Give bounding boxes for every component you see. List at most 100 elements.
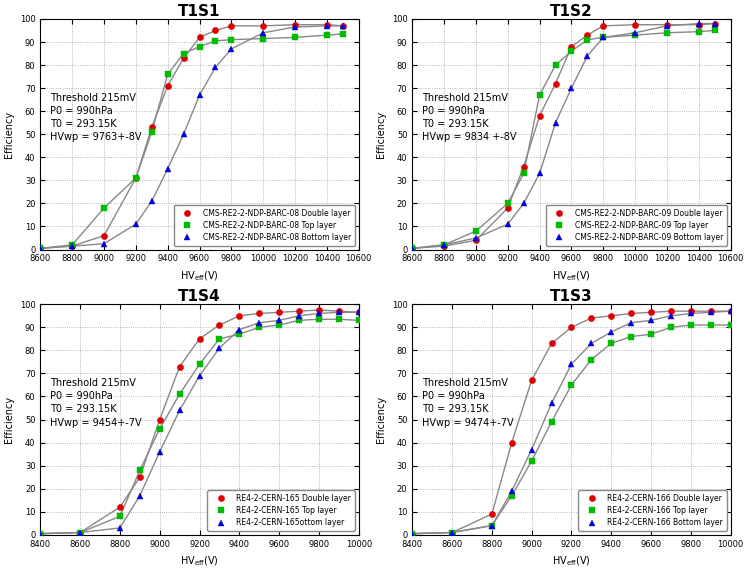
RE4-2-CERN-165 Double layer [235, 312, 244, 319]
CMS-RE2-2-NDP-BARC-09 Top layer [631, 31, 640, 38]
RE4-2-CERN-166 Double layer [567, 324, 576, 331]
RE4-2-CERN-166 Double layer [408, 530, 417, 537]
CMS-RE2-2-NDP-BARC-08 Top layer [99, 205, 108, 212]
CMS-RE2-2-NDP-BARC-08 Double layer [147, 124, 156, 131]
RE4-2-CERN-166 Bottom layer [646, 317, 655, 324]
RE4-2-CERN-166 Top layer [408, 530, 417, 537]
RE4-2-CERN-166 Top layer [488, 522, 497, 529]
CMS-RE2-2-NDP-BARC-09 Double layer [694, 21, 703, 28]
X-axis label: HV$_{\mathregular{eff}}$(V): HV$_{\mathregular{eff}}$(V) [180, 269, 219, 283]
Line: RE4-2-CERN-165 Top layer: RE4-2-CERN-165 Top layer [37, 316, 362, 537]
RE4-2-CERN-166 Top layer [507, 492, 516, 499]
RE4-2-CERN-166 Bottom layer [527, 446, 536, 453]
RE4-2-CERN-165ottom layer [215, 344, 224, 351]
CMS-RE2-2-NDP-BARC-08 Bottom layer [338, 22, 347, 29]
CMS-RE2-2-NDP-BARC-09 Bottom layer [440, 241, 449, 248]
CMS-RE2-2-NDP-BARC-09 Double layer [583, 31, 592, 38]
RE4-2-CERN-166 Top layer [447, 529, 456, 536]
RE4-2-CERN-166 Bottom layer [726, 308, 735, 315]
RE4-2-CERN-166 Top layer [527, 458, 536, 464]
RE4-2-CERN-166 Bottom layer [447, 529, 456, 536]
RE4-2-CERN-166 Bottom layer [547, 400, 556, 407]
RE4-2-CERN-165 Top layer [76, 529, 85, 536]
Line: CMS-RE2-2-NDP-BARC-08 Top layer: CMS-RE2-2-NDP-BARC-08 Top layer [37, 31, 346, 252]
RE4-2-CERN-166 Bottom layer [706, 309, 715, 316]
CMS-RE2-2-NDP-BARC-09 Double layer [631, 21, 640, 28]
CMS-RE2-2-NDP-BARC-08 Top layer [195, 43, 204, 50]
RE4-2-CERN-166 Top layer [726, 321, 735, 328]
RE4-2-CERN-165 Top layer [115, 513, 124, 520]
RE4-2-CERN-166 Double layer [726, 308, 735, 315]
CMS-RE2-2-NDP-BARC-09 Double layer [663, 21, 672, 28]
CMS-RE2-2-NDP-BARC-09 Top layer [471, 228, 480, 235]
RE4-2-CERN-165ottom layer [195, 372, 204, 379]
RE4-2-CERN-166 Double layer [547, 340, 556, 347]
CMS-RE2-2-NDP-BARC-08 Top layer [147, 129, 156, 136]
Title: T1S1: T1S1 [178, 4, 221, 19]
CMS-RE2-2-NDP-BARC-08 Bottom layer [163, 165, 172, 172]
Title: T1S3: T1S3 [550, 289, 592, 304]
CMS-RE2-2-NDP-BARC-09 Bottom layer [471, 235, 480, 241]
Legend: RE4-2-CERN-166 Double layer, RE4-2-CERN-166 Top layer, RE4-2-CERN-166 Bottom lay: RE4-2-CERN-166 Double layer, RE4-2-CERN-… [578, 490, 727, 531]
RE4-2-CERN-165 Top layer [135, 467, 144, 474]
CMS-RE2-2-NDP-BARC-08 Double layer [99, 232, 108, 239]
RE4-2-CERN-165ottom layer [36, 530, 45, 537]
CMS-RE2-2-NDP-BARC-09 Top layer [408, 245, 417, 252]
Y-axis label: Efficiency: Efficiency [4, 110, 14, 158]
RE4-2-CERN-166 Bottom layer [567, 361, 576, 368]
RE4-2-CERN-165 Double layer [355, 309, 364, 316]
CMS-RE2-2-NDP-BARC-09 Bottom layer [599, 34, 608, 41]
CMS-RE2-2-NDP-BARC-09 Double layer [711, 20, 720, 27]
RE4-2-CERN-165 Double layer [135, 474, 144, 480]
Text: Threshold 215mV
P0 = 990hPa
T0 = 293.15K
HVwp = 9474+-7V: Threshold 215mV P0 = 990hPa T0 = 293.15K… [422, 378, 513, 428]
CMS-RE2-2-NDP-BARC-09 Top layer [711, 27, 720, 34]
RE4-2-CERN-165 Double layer [334, 308, 343, 315]
Line: CMS-RE2-2-NDP-BARC-09 Double layer: CMS-RE2-2-NDP-BARC-09 Double layer [409, 21, 718, 252]
Text: Threshold 215mV
P0 = 990hPa
T0 = 293.15K
HVwp = 9454+-7V: Threshold 215mV P0 = 990hPa T0 = 293.15K… [50, 378, 141, 428]
Legend: RE4-2-CERN-165 Double layer, RE4-2-CERN-165 Top layer, RE4-2-CERN-165ottom layer: RE4-2-CERN-165 Double layer, RE4-2-CERN-… [207, 490, 355, 531]
CMS-RE2-2-NDP-BARC-08 Bottom layer [179, 131, 188, 138]
RE4-2-CERN-166 Bottom layer [408, 530, 417, 537]
CMS-RE2-2-NDP-BARC-09 Double layer [519, 163, 528, 170]
CMS-RE2-2-NDP-BARC-08 Double layer [227, 22, 236, 29]
CMS-RE2-2-NDP-BARC-08 Double layer [211, 27, 220, 34]
CMS-RE2-2-NDP-BARC-09 Double layer [408, 245, 417, 252]
CMS-RE2-2-NDP-BARC-08 Top layer [227, 36, 236, 43]
RE4-2-CERN-165 Double layer [255, 310, 264, 317]
CMS-RE2-2-NDP-BARC-09 Double layer [567, 43, 576, 50]
CMS-RE2-2-NDP-BARC-08 Double layer [163, 82, 172, 89]
Line: CMS-RE2-2-NDP-BARC-08 Double layer: CMS-RE2-2-NDP-BARC-08 Double layer [37, 22, 346, 252]
RE4-2-CERN-165 Top layer [255, 324, 264, 331]
CMS-RE2-2-NDP-BARC-09 Bottom layer [583, 53, 592, 59]
RE4-2-CERN-166 Top layer [706, 321, 715, 328]
X-axis label: HV$_{\mathregular{eff}}$(V): HV$_{\mathregular{eff}}$(V) [552, 554, 591, 568]
Y-axis label: Efficiency: Efficiency [4, 396, 14, 443]
CMS-RE2-2-NDP-BARC-09 Double layer [440, 243, 449, 249]
RE4-2-CERN-166 Bottom layer [507, 487, 516, 494]
Title: T1S4: T1S4 [178, 289, 221, 304]
RE4-2-CERN-165 Double layer [275, 309, 283, 316]
CMS-RE2-2-NDP-BARC-09 Top layer [440, 241, 449, 248]
RE4-2-CERN-165ottom layer [156, 448, 165, 455]
CMS-RE2-2-NDP-BARC-08 Top layer [163, 71, 172, 78]
Text: Threshold 215mV
P0 = 990hPa
T0 = 293.15K
HVwp = 9834 +-8V: Threshold 215mV P0 = 990hPa T0 = 293.15K… [422, 93, 516, 142]
CMS-RE2-2-NDP-BARC-08 Bottom layer [132, 221, 141, 228]
CMS-RE2-2-NDP-BARC-08 Bottom layer [99, 240, 108, 247]
CMS-RE2-2-NDP-BARC-08 Bottom layer [67, 243, 76, 249]
RE4-2-CERN-166 Bottom layer [488, 522, 497, 529]
CMS-RE2-2-NDP-BARC-09 Bottom layer [663, 22, 672, 29]
RE4-2-CERN-165 Double layer [295, 308, 304, 315]
RE4-2-CERN-165 Top layer [156, 426, 165, 432]
X-axis label: HV$_{\mathregular{eff}}$(V): HV$_{\mathregular{eff}}$(V) [552, 269, 591, 283]
Y-axis label: Efficiency: Efficiency [376, 396, 386, 443]
RE4-2-CERN-166 Double layer [488, 511, 497, 518]
RE4-2-CERN-165 Double layer [36, 530, 45, 537]
CMS-RE2-2-NDP-BARC-09 Double layer [535, 112, 544, 119]
Y-axis label: Efficiency: Efficiency [376, 110, 386, 158]
CMS-RE2-2-NDP-BARC-08 Double layer [132, 174, 141, 181]
RE4-2-CERN-166 Double layer [627, 310, 636, 317]
CMS-RE2-2-NDP-BARC-08 Bottom layer [147, 198, 156, 205]
RE4-2-CERN-166 Double layer [646, 309, 655, 316]
RE4-2-CERN-165 Top layer [275, 321, 283, 328]
Line: CMS-RE2-2-NDP-BARC-09 Bottom layer: CMS-RE2-2-NDP-BARC-09 Bottom layer [409, 21, 718, 252]
